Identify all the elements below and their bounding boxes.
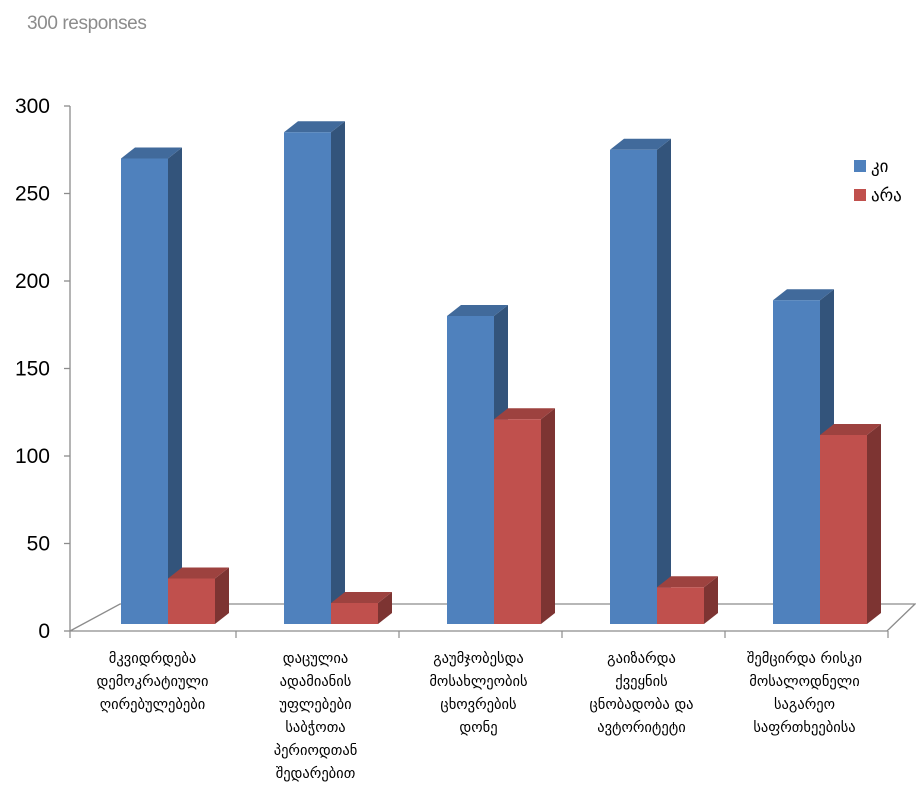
bar-ara-1 — [168, 567, 229, 624]
x-category-label: მკვიდრდება დემოკრატიული ღირებულებები — [73, 648, 233, 717]
y-tick-label: 50 — [27, 533, 50, 556]
bar-side — [657, 138, 671, 624]
chart-floor — [69, 603, 916, 638]
bar-ara-2 — [331, 592, 392, 624]
x-category-label-line: საბჭოთა — [285, 720, 346, 736]
bar-side — [215, 567, 229, 624]
y-tick-label: 200 — [15, 270, 50, 293]
x-category-label-line: პერიოდთან — [273, 743, 358, 759]
bar-ki-1 — [121, 147, 182, 624]
bar-top — [773, 289, 834, 301]
y-tick-label: 300 — [15, 95, 50, 118]
x-category-label-line: ქვეყნის — [615, 674, 668, 690]
bar-side — [704, 576, 718, 624]
axes: 0 50 100 150 200 250 300 — [15, 95, 71, 643]
x-category-label-line: ავტორიტეტი — [597, 720, 686, 736]
x-category-label-line: საფრთხეებისა — [753, 720, 856, 736]
bar-top — [610, 138, 671, 150]
bar-side — [378, 592, 392, 624]
legend-label: არა — [871, 186, 902, 206]
bar-side — [331, 121, 345, 624]
x-category-label: დაცულია ადამიანის უფლებები საბჭოთა პერიოდთან… — [236, 648, 396, 786]
bar-top — [284, 121, 345, 133]
bar-top — [121, 147, 182, 159]
bar-top — [657, 576, 718, 588]
bar-front — [447, 316, 494, 624]
bars — [121, 121, 881, 624]
bar-front — [657, 587, 704, 624]
bar-front — [820, 435, 867, 624]
x-category-label-line: ღირებულებები — [99, 697, 206, 713]
bar-front — [121, 158, 168, 624]
x-category-label-line: დემოკრატიული — [96, 674, 209, 690]
x-category-label-line: დონე — [459, 720, 498, 736]
bar-ki-4 — [610, 138, 671, 624]
responses-count: 300 responses — [27, 13, 147, 34]
bar-side — [541, 408, 555, 624]
bar-front — [773, 300, 820, 624]
bar-top — [168, 567, 229, 579]
x-category-label: გაიზარდა ქვეყნის ცნობადობა და ავტორიტეტი — [562, 648, 722, 740]
x-category-label-line: უფლებები — [279, 697, 352, 713]
bar-front — [284, 132, 331, 624]
x-category-label-line: გაიზარდა — [607, 651, 676, 667]
x-category-label: გაუმჯობესდა მოსახლეობის ცხოვრების დონე — [399, 648, 559, 740]
x-category-label-line: საგარეო — [773, 697, 836, 713]
bar-top — [494, 408, 555, 420]
y-tick-label: 250 — [15, 183, 50, 206]
x-category-label-line: მოსალოდნელი — [749, 674, 860, 690]
legend-label: კი — [871, 157, 888, 177]
x-category-label-line: დაცულია — [282, 651, 349, 667]
x-category-label-line: შემცირდა რისკი — [746, 651, 863, 667]
bar-top — [331, 592, 392, 603]
bar-ara-5 — [820, 424, 881, 624]
legend: კი არა — [854, 157, 902, 206]
y-tick-label: 150 — [15, 358, 50, 381]
bar-top — [447, 305, 508, 316]
x-category-label-line: ცნობადობა და — [589, 697, 694, 713]
x-category-label-line: მკვიდრდება — [108, 651, 197, 667]
x-category-label-line: შედარებით — [275, 766, 356, 782]
bar-front — [610, 149, 657, 624]
bar-front — [494, 419, 541, 624]
bar-top — [820, 424, 881, 435]
x-category-label-line: გაუმჯობესდა — [433, 651, 524, 667]
bar-side — [867, 424, 881, 624]
bar-ara-4 — [657, 576, 718, 624]
y-tick-label: 100 — [15, 445, 50, 468]
bar-ki-2 — [284, 121, 345, 624]
bar-ara-3 — [494, 408, 555, 624]
x-category-label-line: მოსახლეობის — [429, 674, 528, 690]
x-category-label-line: ადამიანის — [279, 674, 352, 690]
y-tick-label: 0 — [38, 620, 50, 643]
floor-outline — [69, 603, 916, 632]
bar-side — [168, 147, 182, 624]
x-category-label: შემცირდა რისკი მოსალოდნელი საგარეო საფრთხეე… — [725, 648, 885, 740]
bar-front — [168, 578, 215, 624]
x-category-label-line: ცხოვრების — [440, 697, 517, 713]
bar-front — [331, 603, 378, 624]
legend-swatch — [854, 160, 866, 172]
legend-swatch — [854, 189, 866, 201]
